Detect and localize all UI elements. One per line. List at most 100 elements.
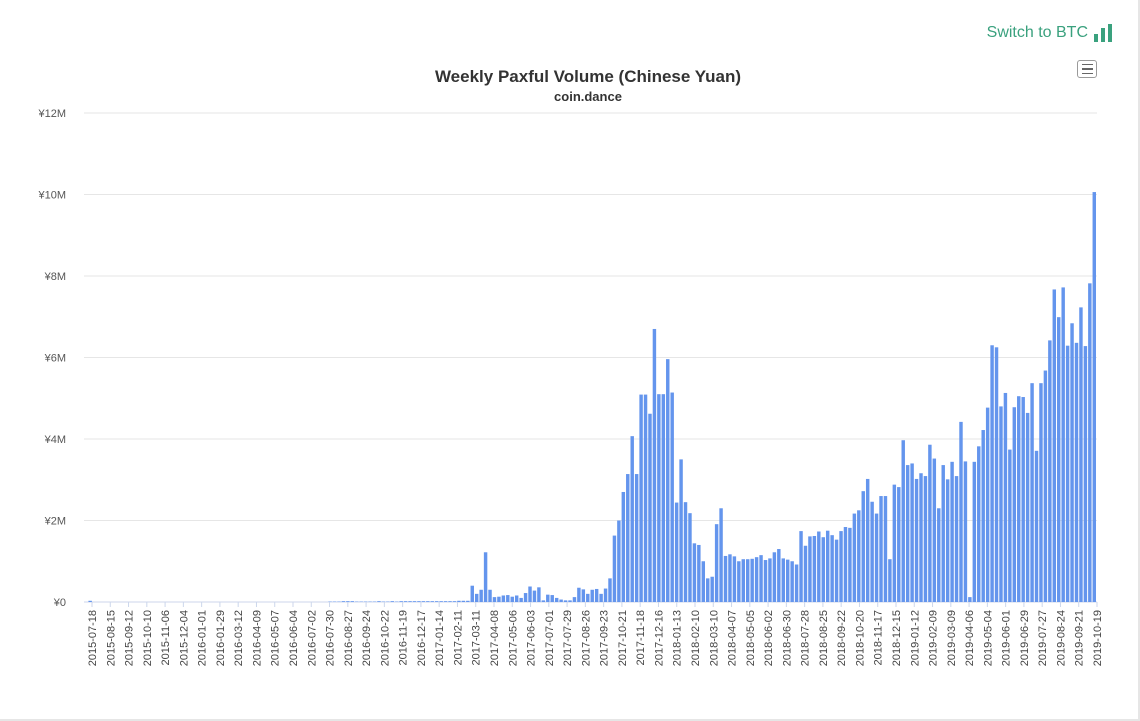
volume-bar[interactable]: [479, 589, 483, 602]
volume-bar[interactable]: [377, 601, 381, 602]
volume-bar[interactable]: [346, 601, 350, 602]
volume-bar[interactable]: [626, 474, 630, 602]
volume-bar[interactable]: [88, 600, 92, 602]
volume-bar[interactable]: [1065, 345, 1070, 602]
volume-bar[interactable]: [706, 578, 710, 602]
volume-bar[interactable]: [568, 600, 572, 602]
volume-bar[interactable]: [959, 421, 963, 602]
volume-bar[interactable]: [412, 601, 417, 602]
volume-bar[interactable]: [852, 513, 857, 602]
volume-bar[interactable]: [572, 597, 577, 602]
volume-bar[interactable]: [514, 595, 519, 602]
volume-bar[interactable]: [843, 527, 848, 602]
volume-bar[interactable]: [403, 601, 408, 602]
volume-bar[interactable]: [914, 478, 919, 602]
volume-bar[interactable]: [754, 557, 759, 602]
volume-bar[interactable]: [746, 559, 750, 602]
volume-bar[interactable]: [737, 561, 741, 602]
volume-bar[interactable]: [937, 508, 941, 602]
volume-bar[interactable]: [563, 600, 568, 602]
volume-bar[interactable]: [1025, 412, 1030, 602]
volume-bar[interactable]: [985, 407, 990, 602]
volume-bar[interactable]: [550, 595, 554, 602]
volume-bar[interactable]: [532, 590, 537, 602]
volume-bar[interactable]: [528, 586, 532, 602]
volume-bar[interactable]: [781, 558, 785, 602]
volume-bar[interactable]: [497, 596, 501, 602]
volume-bar[interactable]: [794, 564, 799, 602]
volume-bar[interactable]: [510, 596, 514, 602]
volume-bar[interactable]: [799, 531, 803, 602]
volume-bar[interactable]: [1092, 192, 1096, 602]
volume-bar[interactable]: [492, 597, 497, 602]
volume-bar[interactable]: [483, 552, 488, 602]
volume-bar[interactable]: [923, 476, 928, 602]
volume-bar[interactable]: [1003, 392, 1008, 602]
volume-bar[interactable]: [865, 478, 870, 602]
volume-bar[interactable]: [941, 465, 945, 602]
volume-bar[interactable]: [679, 459, 683, 603]
volume-bar[interactable]: [932, 458, 937, 602]
volume-bar[interactable]: [954, 476, 959, 602]
volume-bar[interactable]: [785, 559, 790, 602]
volume-bar[interactable]: [426, 601, 430, 602]
volume-bar[interactable]: [1030, 383, 1034, 602]
volume-bar[interactable]: [546, 594, 550, 602]
volume-bar[interactable]: [897, 487, 901, 602]
volume-bar[interactable]: [919, 473, 923, 602]
volume-bar[interactable]: [1017, 396, 1021, 602]
volume-bar[interactable]: [634, 474, 639, 602]
volume-bar[interactable]: [643, 394, 648, 602]
volume-bar[interactable]: [421, 601, 426, 602]
volume-bar[interactable]: [488, 589, 492, 602]
volume-bar[interactable]: [639, 394, 643, 602]
volume-bar[interactable]: [1008, 449, 1012, 602]
volume-bar[interactable]: [723, 555, 728, 602]
volume-bar[interactable]: [857, 510, 861, 602]
volume-bar[interactable]: [1043, 370, 1048, 602]
volume-bar[interactable]: [1079, 307, 1083, 602]
volume-bar[interactable]: [759, 555, 763, 602]
volume-bar[interactable]: [892, 484, 897, 602]
volume-bar[interactable]: [523, 593, 528, 602]
volume-bar[interactable]: [821, 537, 825, 602]
volume-bar[interactable]: [408, 601, 412, 602]
volume-bar[interactable]: [657, 394, 661, 602]
volume-bar[interactable]: [1088, 283, 1092, 602]
volume-bar[interactable]: [834, 539, 839, 602]
volume-bar[interactable]: [803, 545, 808, 602]
volume-bar[interactable]: [470, 585, 474, 602]
volume-bar[interactable]: [994, 347, 999, 602]
volume-bar[interactable]: [461, 600, 466, 602]
volume-bar[interactable]: [590, 589, 594, 602]
chart-menu-button[interactable]: [1077, 60, 1097, 78]
volume-bar[interactable]: [1012, 407, 1017, 602]
volume-bar[interactable]: [710, 576, 714, 602]
volume-bar[interactable]: [861, 491, 865, 602]
volume-bar[interactable]: [808, 536, 812, 602]
volume-bar[interactable]: [430, 601, 434, 602]
volume-bar[interactable]: [448, 601, 452, 602]
volume-bar[interactable]: [950, 461, 954, 602]
volume-bar[interactable]: [825, 530, 830, 602]
volume-bar[interactable]: [1052, 289, 1057, 602]
volume-bar[interactable]: [666, 359, 670, 602]
volume-bar[interactable]: [905, 465, 910, 602]
volume-bar[interactable]: [457, 600, 461, 602]
volume-bar[interactable]: [1074, 342, 1079, 602]
volume-bar[interactable]: [559, 599, 563, 602]
volume-bar[interactable]: [830, 535, 834, 602]
volume-bar[interactable]: [848, 527, 852, 602]
volume-bar[interactable]: [554, 597, 559, 602]
volume-bar[interactable]: [474, 593, 479, 602]
volume-bar[interactable]: [968, 597, 972, 602]
volume-bar[interactable]: [608, 578, 612, 602]
volume-bar[interactable]: [945, 479, 950, 602]
volume-bar[interactable]: [768, 558, 772, 602]
volume-bar[interactable]: [714, 524, 719, 602]
volume-bar[interactable]: [1039, 383, 1043, 602]
volume-bar[interactable]: [599, 593, 603, 602]
volume-bar[interactable]: [674, 502, 679, 602]
volume-bar[interactable]: [581, 589, 586, 602]
volume-bar[interactable]: [839, 531, 843, 602]
